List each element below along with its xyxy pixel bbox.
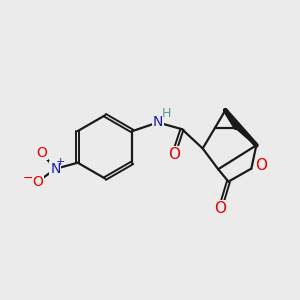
Text: H: H xyxy=(162,106,171,120)
Text: +: + xyxy=(56,157,66,167)
Text: −: − xyxy=(23,172,33,185)
Text: O: O xyxy=(168,146,180,161)
Text: O: O xyxy=(36,146,47,160)
Text: O: O xyxy=(214,201,226,216)
Text: O: O xyxy=(255,158,267,173)
Text: N: N xyxy=(153,116,163,129)
Text: O: O xyxy=(32,175,43,189)
Text: N: N xyxy=(50,162,61,176)
